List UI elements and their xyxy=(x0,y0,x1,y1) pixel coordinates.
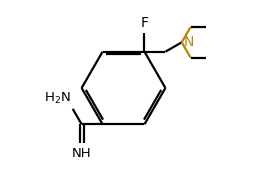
Text: N: N xyxy=(183,35,194,49)
Text: H$_2$N: H$_2$N xyxy=(44,91,71,106)
Text: F: F xyxy=(140,16,148,30)
Text: NH: NH xyxy=(72,147,91,160)
